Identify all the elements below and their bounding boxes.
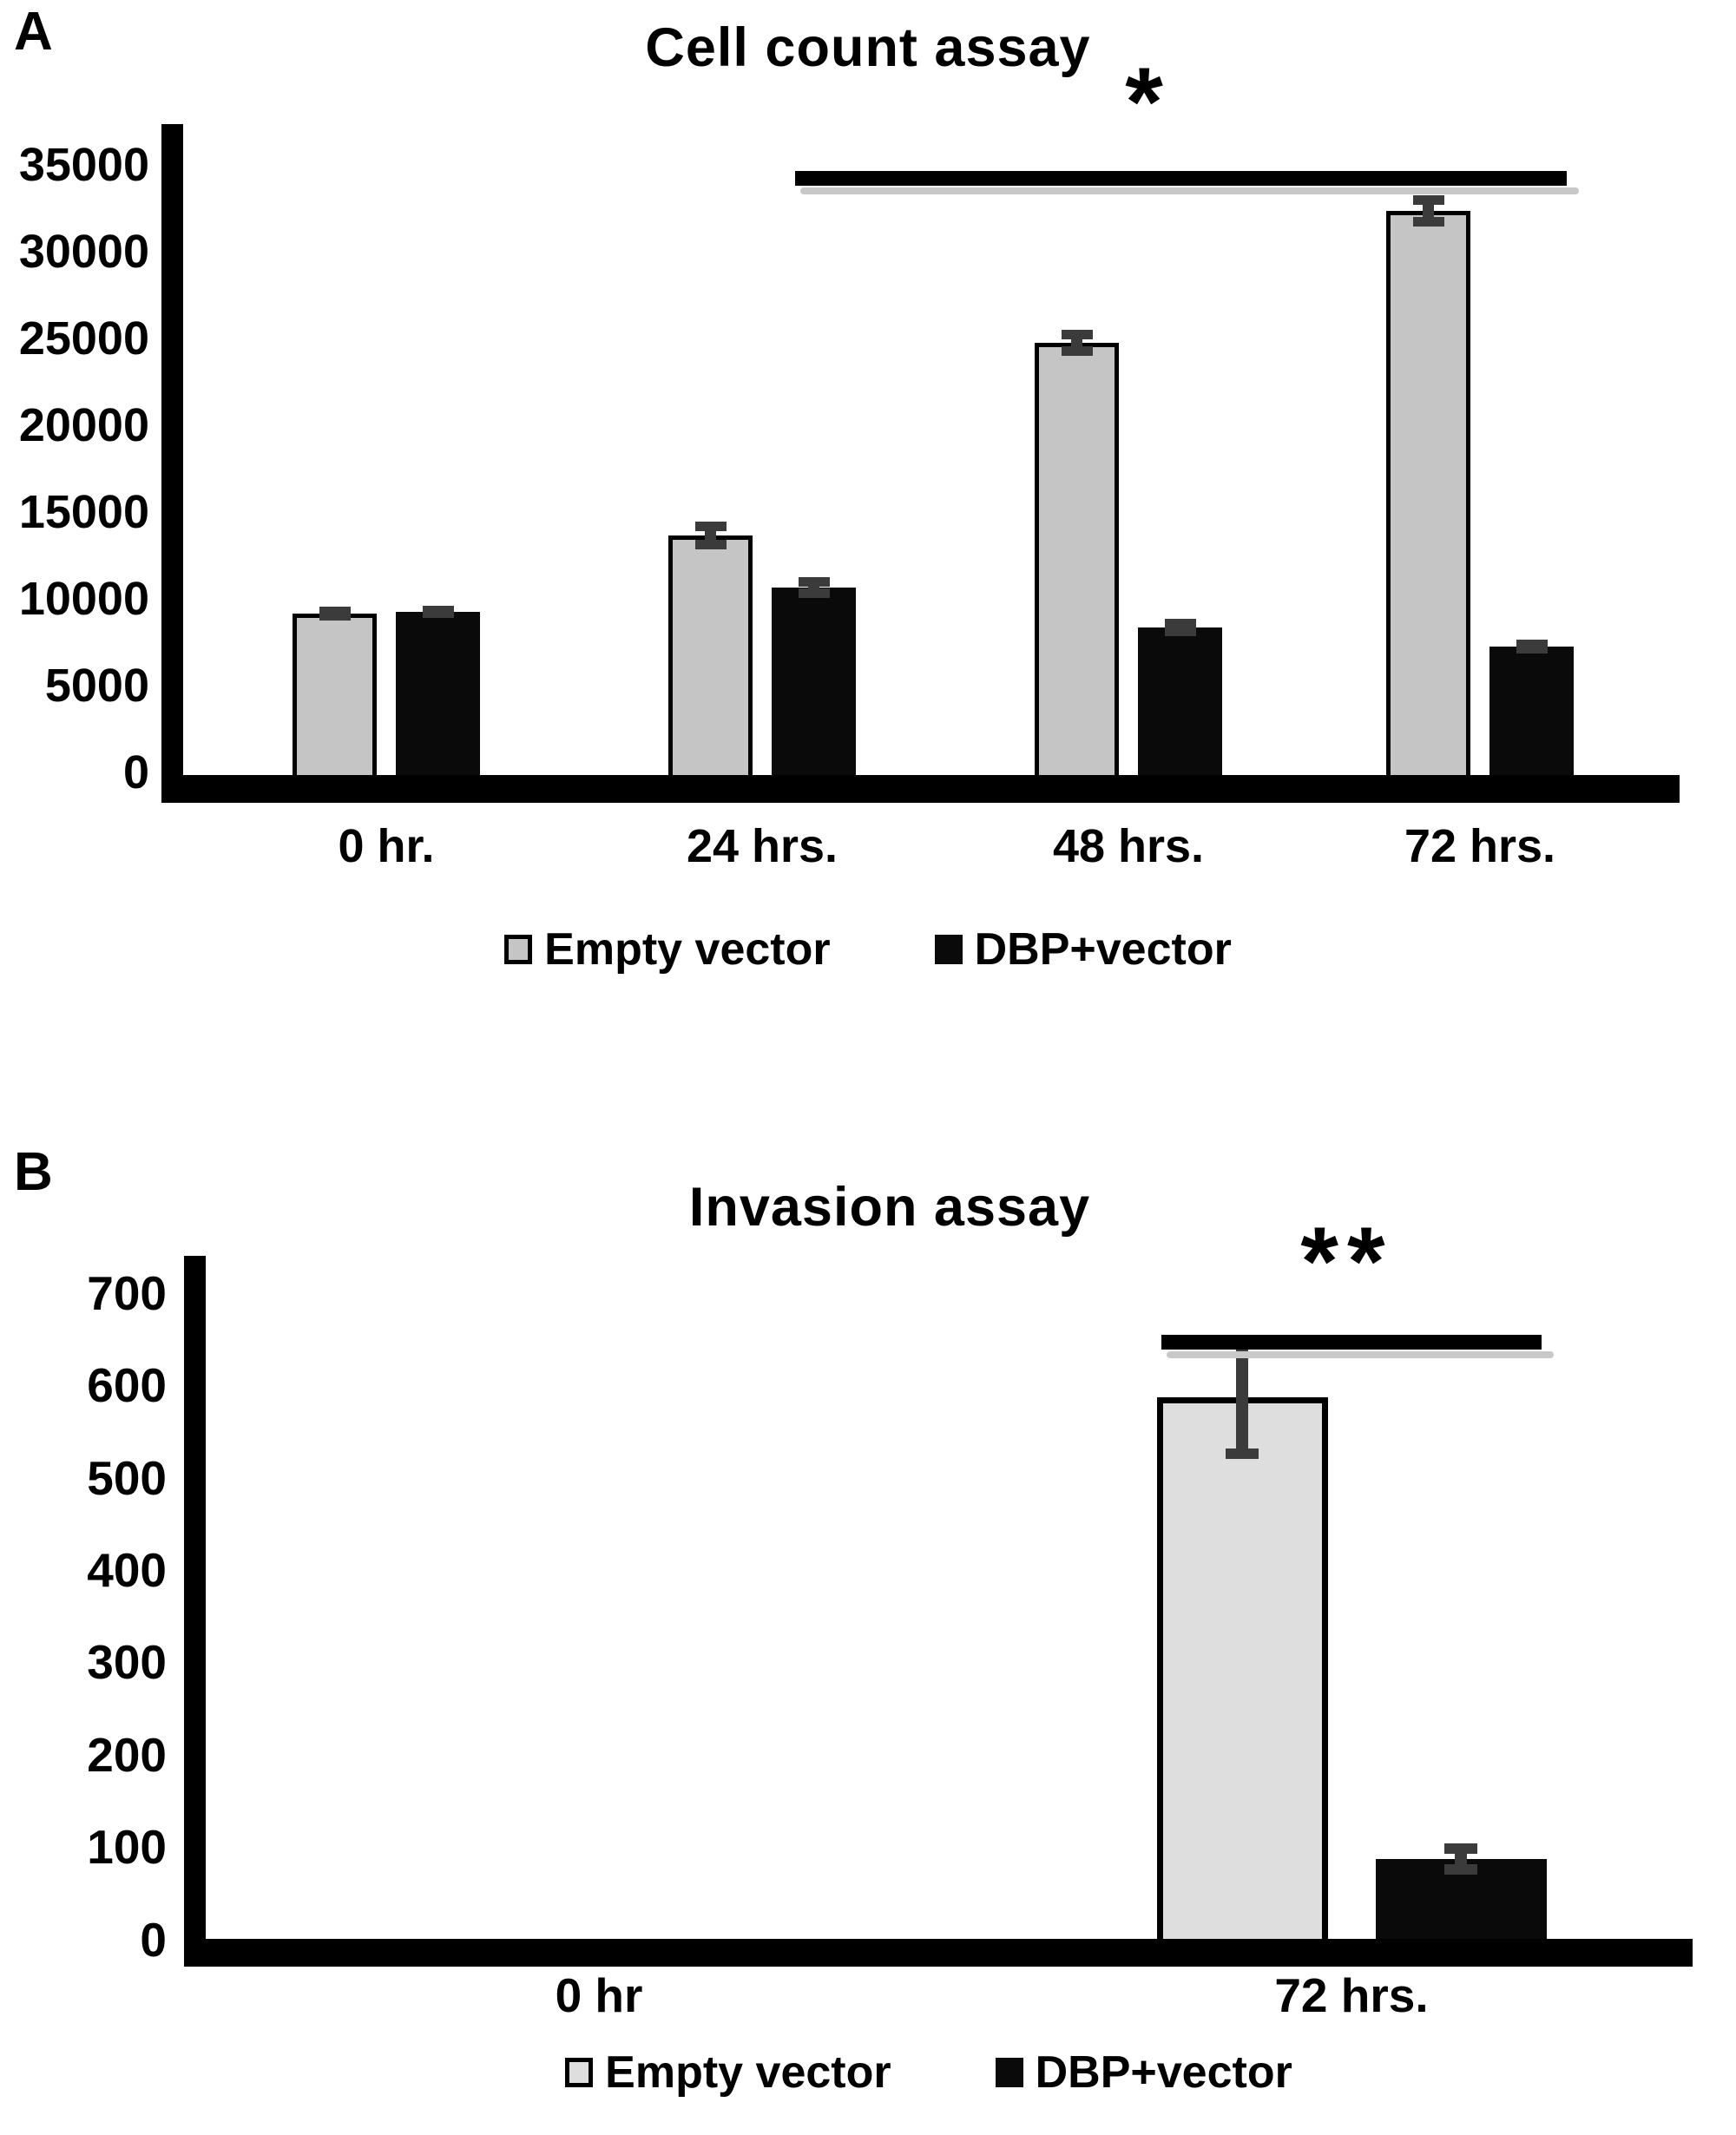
panel-b-legend: Empty vector DBP+vector [61,2050,1736,2095]
legend-swatch-dbp-vector [995,2058,1023,2087]
bar-dbp-vector-24-hrs [772,588,856,782]
legend-label: Empty vector [544,924,831,975]
y-tick-label: 0 [140,1912,167,1967]
error-bar-cap-top [798,577,830,587]
legend-item-dbp-vector: DBP+vector [995,2047,1292,2098]
bar-empty-vector-72-hrs [1386,211,1470,782]
error-bar-cap-bottom [1516,644,1548,654]
y-tick-label: 300 [87,1635,167,1690]
bar-empty-vector-0-hr [293,614,377,782]
error-bar-stem [329,608,340,619]
y-tick-label: 20000 [18,399,149,452]
y-axis-line [184,1256,206,1967]
error-bar-cap-bottom [1412,217,1444,227]
error-bar-cap-bottom [1226,1449,1259,1460]
error-bar-cap-bottom [1164,627,1196,636]
error-bar-cap-bottom [1061,346,1093,356]
bar-empty-vector-72-hrs [1156,1397,1328,1949]
y-tick-label: 25000 [18,312,149,365]
error-bar-stem [432,608,444,616]
bar-dbp-vector-72-hrs [1375,1859,1547,1949]
x-category-label: 0 hr [555,1968,643,2022]
bar-empty-vector-48-hrs [1035,343,1119,782]
x-category-label: 0 hr. [338,820,435,872]
error-bar-cap-top [1516,640,1548,649]
error-bar-cap-top [1164,619,1196,628]
panel-a-legend: Empty vector DBP+vector [0,927,1736,972]
y-axis-line [161,124,183,803]
significance-line [795,171,1567,186]
legend-label: Empty vector [605,2047,891,2098]
legend-swatch-empty-vector [504,935,533,964]
significance-line-shadow [800,187,1579,194]
error-bar-cap-top [1412,195,1444,205]
bar-dbp-vector-48-hrs [1138,627,1222,782]
x-category-label: 72 hrs. [1274,1968,1429,2022]
significance-line [1161,1335,1542,1350]
y-tick-label: 500 [87,1450,167,1505]
error-bar-cap-top [1061,330,1093,339]
x-category-label: 72 hrs. [1404,820,1556,872]
legend-item-empty-vector: Empty vector [565,2050,891,2095]
x-axis-line [184,1939,1693,1967]
legend-item-empty-vector: Empty vector [504,924,831,975]
y-tick-label: 0 [122,746,149,799]
error-bar-cap-bottom [319,611,351,621]
panel-a-title: Cell count assay [645,17,1091,78]
legend-label: DBP+vector [974,924,1232,975]
error-bar-cap-bottom [422,608,454,618]
error-bar-stem [1174,621,1186,634]
error-bar-stem [808,579,819,596]
legend-label: DBP+vector [1035,2047,1292,2098]
legend-swatch-empty-vector [565,2058,594,2087]
panel-b-title: Invasion assay [688,1177,1091,1238]
error-bar-stem [705,523,716,548]
bar-empty-vector-24-hrs [668,535,753,782]
y-tick-label: 400 [87,1543,167,1598]
error-bar-cap-top [319,607,351,616]
error-bar-cap-top [1444,1843,1477,1855]
panel-a-letter: A [14,2,53,62]
y-tick-label: 200 [87,1727,167,1782]
error-bar-stem [1236,1337,1248,1458]
error-bar-cap-bottom [1444,1864,1477,1876]
error-bar-stem [1526,641,1537,652]
y-tick-label: 30000 [18,226,149,279]
x-category-label: 24 hrs. [686,820,838,872]
legend-item-dbp-vector: DBP+vector [934,924,1232,975]
error-bar-stem [1423,197,1434,225]
error-bar-cap-bottom [798,588,830,598]
y-tick-label: 600 [87,1358,167,1413]
bar-dbp-vector-0-hr [396,612,480,782]
significance-line-shadow [1167,1351,1554,1358]
error-bar-cap-top [1226,1335,1259,1346]
x-axis-line [161,775,1680,803]
error-bar-cap-top [422,606,454,615]
error-bar-stem [1071,332,1082,354]
y-tick-label: 10000 [18,573,149,626]
y-tick-label: 5000 [44,660,149,713]
x-category-label: 48 hrs. [1052,820,1205,872]
bar-dbp-vector-72-hrs [1489,647,1574,782]
y-tick-label: 700 [87,1265,167,1320]
panel-b-letter: B [14,1142,53,1202]
error-bar-stem [1455,1845,1467,1874]
error-bar-cap-top [694,522,727,531]
y-tick-label: 35000 [18,139,149,192]
y-tick-label: 100 [87,1820,167,1875]
legend-swatch-dbp-vector [934,935,963,964]
error-bar-cap-bottom [694,540,727,549]
y-tick-label: 15000 [18,486,149,539]
